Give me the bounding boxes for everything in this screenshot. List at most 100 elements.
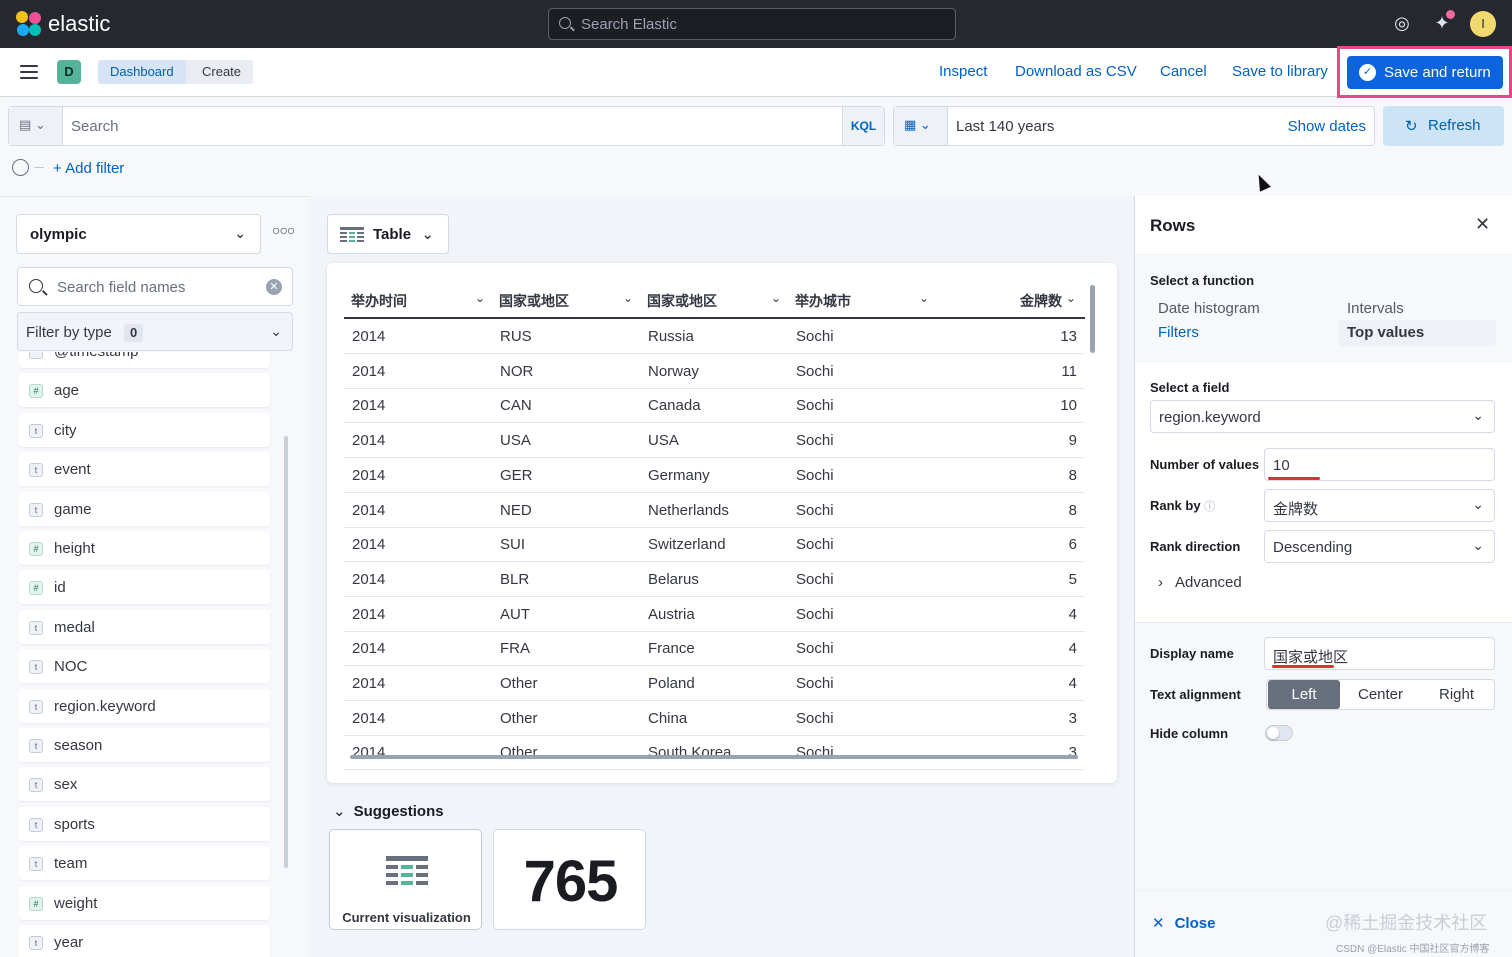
field-item[interactable]: # age	[19, 373, 270, 408]
inspect-link[interactable]: Inspect	[939, 63, 988, 80]
info-icon[interactable]: ⓘ	[1204, 501, 1216, 513]
saved-query-menu-icon[interactable]: ▤ ⌄	[9, 107, 63, 145]
annotation-underline	[1268, 477, 1320, 480]
close-icon[interactable]: ✕	[1475, 214, 1491, 234]
field-item[interactable]: t sex	[19, 767, 270, 802]
close-panel-button[interactable]: ✕ Close	[1152, 914, 1215, 932]
chevron-down-icon[interactable]: ⌄	[623, 291, 634, 305]
field-item[interactable]: # id	[19, 570, 270, 605]
display-name-input[interactable]: 国家或地区	[1264, 637, 1495, 670]
table-cell: Canada	[648, 397, 701, 415]
field-item[interactable]: t city	[19, 412, 270, 447]
show-dates-link[interactable]: Show dates	[1287, 118, 1366, 135]
column-header-region[interactable]: 国家或地区 ⌄	[647, 291, 781, 311]
save-and-return-button[interactable]: ✓ Save and return	[1347, 56, 1503, 89]
field-item[interactable]: t sports	[19, 806, 270, 841]
align-right-button[interactable]: Right	[1438, 686, 1475, 703]
table-cell: 2014	[352, 605, 386, 623]
date-range-text[interactable]: Last 140 years	[956, 118, 1055, 135]
chevron-down-icon[interactable]: ⌄	[1066, 291, 1077, 305]
string-type-icon: t	[29, 502, 43, 517]
chevron-down-icon[interactable]: ⌄	[475, 291, 486, 305]
download-csv-link[interactable]: Download as CSV	[1015, 63, 1137, 80]
table-vertical-scrollbar[interactable]	[1090, 285, 1095, 353]
avatar[interactable]: I	[1470, 11, 1496, 37]
table-row: 2014 AUT Austria Sochi 4	[344, 597, 1085, 632]
breadcrumb-dashboard[interactable]: Dashboard	[98, 60, 186, 84]
menu-icon[interactable]	[20, 65, 38, 79]
field-list-scrollbar[interactable]	[284, 436, 288, 868]
rank-direction-select[interactable]: Descending ⌄	[1264, 530, 1495, 563]
cancel-link[interactable]: Cancel	[1160, 63, 1207, 80]
table-icon	[340, 227, 364, 242]
align-left-button[interactable]: Left	[1268, 680, 1340, 709]
field-select[interactable]: region.keyword ⌄	[1150, 400, 1495, 433]
global-search-input[interactable]: Search Elastic	[548, 8, 956, 40]
table-cell: Other	[500, 675, 538, 692]
filter-menu-icon[interactable]	[12, 159, 29, 176]
column-header-city[interactable]: 举办城市 ⌄	[795, 291, 929, 311]
function-intervals[interactable]: Intervals	[1347, 300, 1404, 317]
string-type-icon: t	[29, 620, 43, 635]
header-divider	[344, 317, 1085, 319]
field-search-input[interactable]: Search field names ✕	[17, 267, 293, 306]
calendar-icon[interactable]: ▦ ⌄	[894, 107, 948, 145]
watermark-juejin: @稀土掘金技术社区	[1325, 913, 1488, 933]
suggestions-toggle[interactable]: ⌄ Suggestions	[333, 802, 444, 820]
column-header-year[interactable]: 举办时间 ⌄	[351, 291, 485, 311]
field-item[interactable]: t team	[19, 846, 270, 881]
more-options-icon[interactable]: ○○○	[272, 222, 295, 238]
table-cell: 3	[1068, 709, 1077, 727]
column-header-gold[interactable]: 金牌数 ⌄	[1020, 291, 1076, 311]
field-item[interactable]: t NOC	[19, 649, 270, 684]
field-item[interactable]: t year	[19, 925, 270, 957]
field-item[interactable]: @timestamp	[19, 352, 270, 368]
table-cell: 2014	[352, 432, 386, 450]
string-type-icon: t	[29, 423, 43, 438]
align-center-button[interactable]: Center	[1357, 686, 1404, 703]
filter-by-type-button[interactable]: Filter by type 0 ⌄	[17, 312, 293, 351]
hide-column-label: Hide column	[1150, 726, 1229, 741]
table-cell: Sochi	[796, 605, 834, 623]
chart-type-switcher[interactable]: Table ⌄	[327, 214, 449, 254]
chevron-down-icon[interactable]: ⌄	[919, 291, 930, 305]
space-avatar[interactable]: D	[57, 60, 81, 84]
suggestions-title: Suggestions	[353, 803, 444, 820]
suggestion-metric[interactable]: 765	[493, 829, 646, 930]
field-item[interactable]: t medal	[19, 609, 270, 644]
query-input[interactable]: Search	[71, 118, 119, 135]
table-row: 2014 NOR Norway Sochi 11	[344, 354, 1085, 389]
table-horizontal-scrollbar[interactable]	[350, 755, 1078, 759]
kql-toggle[interactable]: KQL	[842, 107, 884, 145]
elastic-logo-icon[interactable]	[16, 11, 42, 37]
chevron-down-icon[interactable]: ⌄	[771, 291, 782, 305]
help-icon[interactable]: ◎	[1394, 13, 1410, 33]
clear-icon[interactable]: ✕	[266, 279, 282, 295]
visualization-panel: 举办时间 ⌄ 国家或地区 ⌄ 国家或地区 ⌄ 举办城市 ⌄ 金牌数 ⌄ 2014 RUS Ru…	[327, 263, 1117, 783]
function-filters[interactable]: Filters	[1158, 324, 1199, 341]
function-date-histogram[interactable]: Date histogram	[1158, 300, 1260, 317]
function-top-values[interactable]: Top values	[1347, 324, 1425, 341]
field-item[interactable]: t event	[19, 452, 270, 487]
field-item[interactable]: t season	[19, 728, 270, 762]
field-item[interactable]: t region.keyword	[19, 688, 270, 723]
hide-column-switch[interactable]	[1265, 725, 1293, 741]
field-name: season	[54, 737, 103, 754]
field-item[interactable]: # height	[19, 531, 270, 565]
field-item[interactable]: t game	[19, 491, 270, 526]
refresh-button[interactable]: ↻ Refresh	[1383, 106, 1504, 146]
suggestion-current-visualization[interactable]: Current visualization	[329, 829, 482, 930]
field-item[interactable]: # weight	[19, 885, 270, 920]
column-header-label: 举办城市	[795, 293, 851, 309]
advanced-toggle[interactable]: › Advanced	[1158, 574, 1242, 591]
add-filter-link[interactable]: + Add filter	[53, 160, 125, 177]
number-of-values-input[interactable]: 10	[1264, 448, 1495, 481]
column-header-noc[interactable]: 国家或地区 ⌄	[499, 291, 633, 311]
table-cell: GER	[500, 466, 533, 484]
rank-by-select[interactable]: 金牌数 ⌄	[1264, 489, 1495, 522]
index-pattern-select[interactable]: olympic ⌄	[16, 214, 261, 254]
news-rocket-icon[interactable]: ✦	[1434, 13, 1450, 33]
search-icon	[559, 17, 571, 29]
save-to-library-link[interactable]: Save to library	[1232, 63, 1328, 80]
save-and-return-label: Save and return	[1384, 64, 1491, 81]
